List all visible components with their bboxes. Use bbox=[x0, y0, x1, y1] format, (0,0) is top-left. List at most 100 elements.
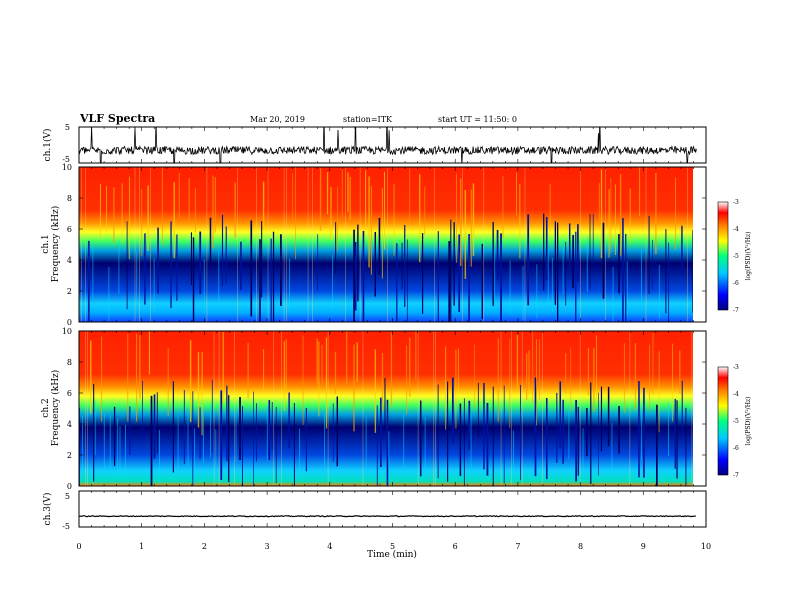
ch1-spectrogram-ticks bbox=[78, 166, 707, 323]
spectrogram-streak bbox=[234, 182, 236, 238]
spectrogram-streak bbox=[239, 397, 241, 460]
spectrogram-streak bbox=[266, 406, 268, 461]
spectrogram-streak bbox=[190, 232, 192, 285]
spectrogram-streak bbox=[546, 398, 548, 480]
ch3-waveform-frame bbox=[78, 490, 707, 528]
spectrogram-streak bbox=[457, 348, 459, 393]
spectrogram-streak bbox=[222, 332, 224, 404]
spectrogram-streak bbox=[645, 167, 647, 322]
spectrogram-streak bbox=[324, 412, 325, 468]
spectrogram-streak bbox=[524, 167, 526, 322]
spectrogram-streak bbox=[655, 172, 657, 254]
frequency-tick-label: 8 bbox=[67, 358, 72, 367]
spectrogram-streak bbox=[156, 392, 158, 454]
spectrogram-streak bbox=[420, 400, 422, 477]
spectrogram-streak bbox=[600, 386, 603, 452]
spectrogram-streak bbox=[513, 430, 514, 485]
spectrogram-streak bbox=[536, 264, 538, 319]
spectrogram-streak bbox=[542, 331, 543, 486]
ch1-waveform-ticks bbox=[78, 127, 707, 163]
x-tick-label: 3 bbox=[265, 542, 270, 551]
spectrogram-streak bbox=[144, 233, 146, 305]
spectrogram-streak bbox=[481, 243, 483, 320]
x-tick-label: 8 bbox=[578, 542, 583, 551]
colorbar-tick-label: -3 bbox=[733, 364, 739, 371]
spectrogram-streak bbox=[127, 333, 129, 422]
spectrogram-streak bbox=[271, 401, 273, 450]
frequency-tick-label: 0 bbox=[67, 318, 72, 327]
spectrogram-streak bbox=[370, 186, 372, 275]
ch3-ytick-top: 5 bbox=[65, 492, 70, 501]
spectrogram-streak bbox=[694, 384, 695, 466]
spectrogram-streak bbox=[87, 331, 88, 486]
x-tick-label: 7 bbox=[515, 542, 520, 551]
spectrogram-streak bbox=[589, 213, 591, 290]
spectrogram-streak bbox=[562, 239, 564, 295]
spectrogram-streak bbox=[354, 242, 357, 311]
spectrogram-streak bbox=[652, 239, 653, 290]
spectrogram-streak bbox=[242, 406, 243, 486]
spectrogram-streak bbox=[234, 331, 235, 486]
spectrogram-streak bbox=[681, 225, 683, 276]
spectrogram-streak bbox=[511, 331, 512, 486]
spectrogram-streak bbox=[99, 184, 101, 238]
spectrogram-streak bbox=[188, 178, 190, 225]
spectrogram-streak bbox=[665, 229, 667, 314]
spectrogram-streak bbox=[516, 172, 517, 216]
spectrogram-streak bbox=[538, 339, 540, 400]
spectrogram-streak bbox=[612, 267, 614, 322]
spectrogram-streak bbox=[598, 182, 600, 226]
spectrogram-streak bbox=[649, 344, 651, 410]
ch3-waveform-ylabel: ch.3(V) bbox=[42, 493, 53, 526]
spectrogram-streak bbox=[356, 342, 358, 382]
spectrogram-streak bbox=[263, 349, 265, 391]
date-label: Mar 20, 2019 bbox=[250, 115, 305, 124]
spectrogram-streak bbox=[359, 167, 361, 322]
spectrogram-streak bbox=[582, 428, 584, 483]
spectrogram-streak bbox=[170, 221, 172, 308]
spectrogram-streak bbox=[406, 239, 408, 322]
spectrogram-streak bbox=[492, 386, 494, 486]
spectrogram-streak bbox=[393, 184, 395, 256]
spectrogram-streak bbox=[275, 406, 277, 484]
start-time-label: start UT = 11:50: 0 bbox=[438, 115, 517, 124]
frequency-tick-label: 8 bbox=[67, 194, 72, 203]
spectrogram-streak bbox=[509, 338, 511, 429]
spectrogram-streak bbox=[575, 400, 577, 482]
spectrogram-streak bbox=[85, 331, 86, 486]
spectrogram-streak bbox=[579, 331, 581, 486]
colorbar-tick-label: -6 bbox=[733, 280, 739, 287]
spectrogram-streak bbox=[433, 331, 435, 486]
spectrogram-streak bbox=[409, 168, 411, 226]
spectrogram-streak bbox=[384, 171, 386, 250]
spectrogram-streak bbox=[685, 407, 687, 486]
spectrogram-streak bbox=[187, 412, 189, 467]
spectrogram-streak bbox=[135, 333, 138, 422]
spectrogram-streak bbox=[368, 176, 370, 268]
spectrogram-streak bbox=[681, 380, 683, 437]
spectrogram-streak bbox=[194, 428, 196, 483]
spectrogram-streak bbox=[461, 167, 463, 322]
spectrogram-streak bbox=[283, 341, 285, 411]
spectrogram-streak bbox=[611, 423, 613, 478]
spectrogram-streak bbox=[173, 182, 175, 259]
spectrogram-streak bbox=[503, 385, 505, 484]
spectrogram-streak bbox=[626, 261, 628, 316]
spectrogram-streak bbox=[157, 227, 159, 294]
spectrogram-streak bbox=[213, 331, 215, 486]
spectrogram-streak bbox=[572, 234, 574, 289]
spectrogram-streak bbox=[470, 412, 472, 468]
spectrogram-streak bbox=[483, 382, 485, 470]
spectrogram-streak bbox=[283, 167, 285, 322]
spectrogram-streak bbox=[445, 346, 447, 430]
spectrogram-streak bbox=[192, 237, 195, 322]
spectrogram-streak bbox=[281, 331, 282, 486]
spectrogram-streak bbox=[434, 167, 436, 322]
spectrogram-streak bbox=[458, 234, 460, 312]
ch1-colorbar-label: log(PSD)(V²/Hz) bbox=[745, 232, 752, 281]
spectrogram-streak bbox=[658, 351, 660, 433]
ch1-colorbar bbox=[717, 201, 729, 311]
spectrogram-streak bbox=[464, 189, 467, 279]
spectrogram-streak bbox=[556, 222, 559, 322]
spectrogram-streak bbox=[577, 406, 579, 476]
